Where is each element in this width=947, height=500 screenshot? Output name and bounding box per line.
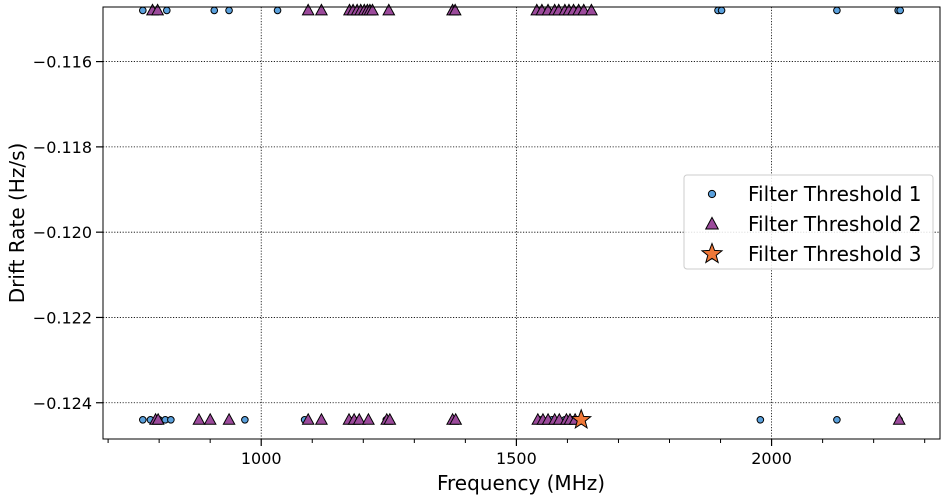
data-point-circle bbox=[139, 6, 147, 15]
data-point-circle bbox=[756, 416, 765, 424]
data-point-triangle bbox=[448, 3, 462, 16]
data-point-circle bbox=[896, 6, 904, 15]
data-point-triangle bbox=[314, 412, 328, 425]
series-3 bbox=[570, 408, 593, 430]
legend-marker-triangle bbox=[704, 216, 720, 230]
data-point-triangle bbox=[301, 412, 315, 425]
data-point-triangle bbox=[365, 3, 380, 16]
data-point-triangle bbox=[584, 3, 598, 16]
data-point-circle bbox=[273, 6, 282, 15]
legend-label: Filter Threshold 1 bbox=[748, 182, 922, 206]
x-tick-label: 2000 bbox=[751, 449, 792, 468]
data-point-circle bbox=[225, 6, 233, 15]
legend-marker-star bbox=[700, 242, 724, 264]
data-point-circle bbox=[241, 416, 249, 424]
data-point-circle bbox=[833, 416, 841, 424]
data-point-triangle bbox=[352, 412, 366, 425]
data-point-circle bbox=[833, 6, 841, 15]
data-point-triangle bbox=[383, 412, 397, 425]
x-axis-label: Frequency (MHz) bbox=[437, 471, 605, 495]
plot-points bbox=[139, 3, 906, 430]
data-point-circle bbox=[162, 6, 171, 15]
data-point-star bbox=[570, 408, 593, 430]
y-tick-label: −0.116 bbox=[33, 53, 92, 72]
x-tick-label: 1500 bbox=[496, 449, 537, 468]
data-point-circle bbox=[717, 6, 726, 15]
data-point-circle bbox=[167, 416, 175, 424]
y-tick-label: −0.122 bbox=[33, 308, 92, 327]
y-tick-label: −0.124 bbox=[33, 394, 92, 413]
y-axis-ticks: −0.124 −0.122 −0.120 −0.118 −0.116 bbox=[33, 53, 103, 413]
series-2 bbox=[145, 3, 906, 425]
data-point-triangle bbox=[361, 412, 375, 425]
y-tick-label: −0.120 bbox=[33, 223, 92, 242]
data-point-triangle bbox=[192, 412, 206, 425]
x-axis-ticks: 1000 1500 2000 bbox=[107, 439, 926, 468]
plot-frame bbox=[102, 6, 941, 440]
data-point-circle bbox=[139, 416, 147, 424]
data-point-triangle bbox=[151, 3, 165, 16]
data-point-circle bbox=[210, 6, 219, 15]
legend-label: Filter Threshold 2 bbox=[748, 212, 922, 236]
data-point-triangle bbox=[222, 412, 236, 425]
data-point-triangle bbox=[382, 3, 396, 16]
data-point-triangle bbox=[314, 3, 328, 16]
data-point-triangle bbox=[203, 412, 217, 425]
x-tick-label: 1000 bbox=[241, 449, 282, 468]
legend-label: Filter Threshold 3 bbox=[748, 242, 922, 266]
y-tick-label: −0.118 bbox=[33, 138, 92, 157]
data-point-triangle bbox=[301, 3, 315, 16]
legend-frame bbox=[683, 174, 934, 270]
legend-marker-circle bbox=[707, 189, 717, 199]
data-point-triangle bbox=[892, 412, 906, 425]
legend: Filter Threshold 1 Filter Threshold 2 Filt… bbox=[683, 174, 934, 270]
y-axis-label: Drift Rate (Hz/s) bbox=[5, 143, 29, 304]
data-point-triangle bbox=[449, 412, 463, 425]
data-point-triangle bbox=[151, 412, 165, 425]
